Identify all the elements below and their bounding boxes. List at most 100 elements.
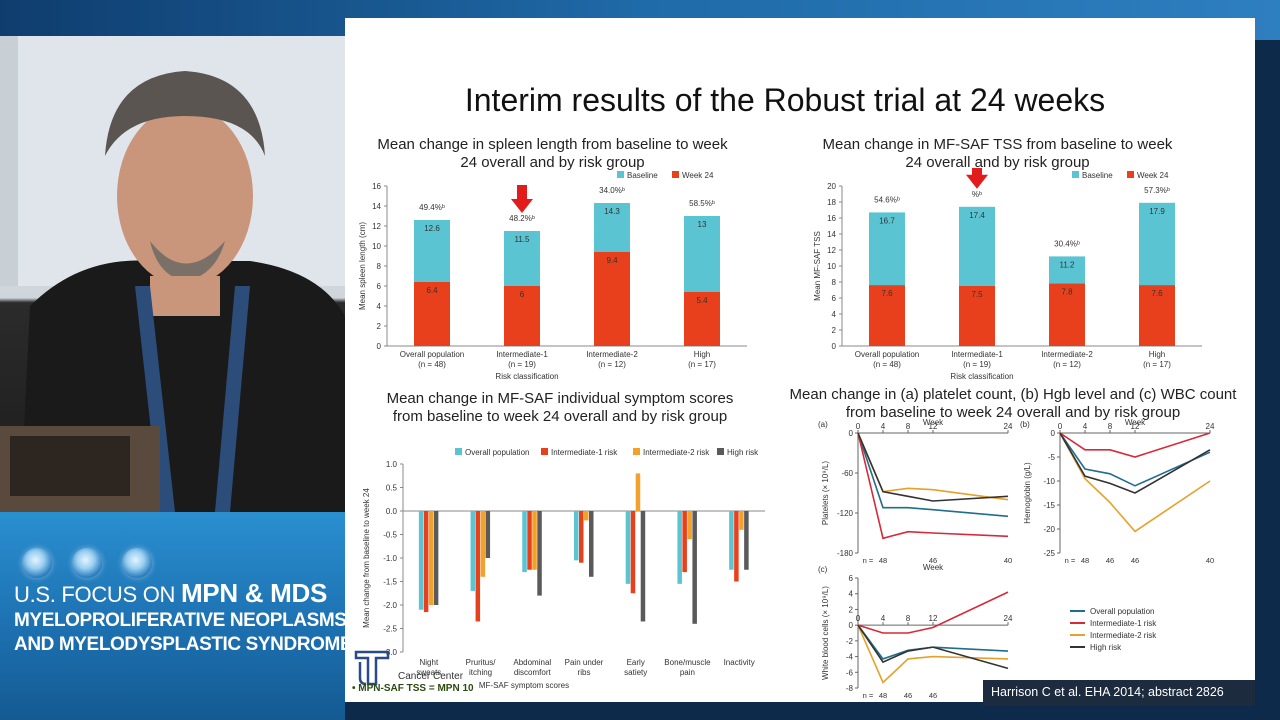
bar-week24 xyxy=(869,285,905,346)
category-label: Inactivity xyxy=(724,658,755,667)
category-count-label: (n = 48) xyxy=(873,360,901,369)
x-tick-label: 4 xyxy=(881,422,886,431)
legend-label-week24: Week 24 xyxy=(682,171,714,180)
conference-brand-panel: U.S. FOCUS ON MPN & MDS MYELOPROLIFERATI… xyxy=(0,512,365,720)
y-axis-label: Mean MF-SAF TSS xyxy=(813,231,822,301)
y-tick-label: 0.0 xyxy=(386,507,398,516)
y-tick-label: 16 xyxy=(372,182,381,191)
y-tick-label: 16 xyxy=(827,214,836,223)
data-label-baseline: 11.5 xyxy=(515,235,531,244)
brand-line-1: U.S. FOCUS ON MPN & MDS xyxy=(14,578,328,608)
y-tick-label: 18 xyxy=(827,198,836,207)
bar-intermediate-2-risk xyxy=(635,473,641,511)
n-value: 40 xyxy=(1004,556,1012,565)
category-label: High xyxy=(694,350,710,359)
data-label-week24: 7.8 xyxy=(1061,288,1073,297)
y-tick-label: -5 xyxy=(1048,453,1056,462)
brand-dot-icon xyxy=(122,548,152,578)
y-tick-label: -0.5 xyxy=(383,531,397,540)
y-axis-label: Platelets (× 10⁹/L) xyxy=(821,461,830,525)
y-tick-label: -20 xyxy=(1043,525,1055,534)
series-line-intermediate-1-risk xyxy=(1059,432,1211,458)
bar-high-risk xyxy=(692,511,697,624)
bar-high-risk xyxy=(589,511,594,577)
category-count-label: (n = 48) xyxy=(418,360,446,369)
bar-intermediate-1-risk xyxy=(475,511,481,622)
category-label: Intermediate-1 xyxy=(496,350,548,359)
slide-title: Interim results of the Robust trial at 2… xyxy=(464,82,1106,118)
n-label: n = xyxy=(863,691,874,700)
series-line-intermediate-1-risk xyxy=(857,591,1009,634)
percent-label: 49.4%ᵇ xyxy=(419,203,445,212)
x-tick-label: 4 xyxy=(881,614,886,623)
legend-label: Intermediate-2 risk xyxy=(643,448,710,457)
legend-label: High risk xyxy=(727,448,759,457)
bar-week24 xyxy=(684,292,720,346)
series-line-intermediate-2-risk xyxy=(857,432,1009,501)
x-tick-label: 8 xyxy=(906,614,911,623)
x-axis-label: Week xyxy=(923,563,944,572)
category-label: Abdominal xyxy=(513,658,551,667)
brand-dot-icon xyxy=(22,548,52,578)
data-label-week24: 6 xyxy=(520,290,525,299)
x-tick-label: 24 xyxy=(1004,422,1013,431)
bar-intermediate-2-risk xyxy=(584,511,589,521)
category-count-label: (n = 17) xyxy=(1143,360,1171,369)
bar-overall-population xyxy=(574,511,579,561)
x-tick-label: 12 xyxy=(929,614,938,623)
data-label-week24: 7.6 xyxy=(881,289,893,298)
y-tick-label: 14 xyxy=(372,202,381,211)
percent-label: 54.6%ᵇ xyxy=(874,195,900,204)
series-line-overall-population xyxy=(857,432,1009,518)
chart-spleen-length: 0 2 4 6 8 10 12 14 16 Mean spleen length (cm) 12.6… xyxy=(358,171,747,381)
legend-swatch-baseline xyxy=(617,171,624,178)
legend-label: Intermediate-1 risk xyxy=(551,448,618,457)
y-tick-label: -120 xyxy=(837,509,854,518)
y-tick-label: -1.5 xyxy=(383,578,397,587)
bar-high-risk xyxy=(640,511,646,622)
chart-mfsaf-tss: 0 2 4 6 8 10 12 14 16 18 20 Mean MF-SAF TSS 16.7 7.6 5… xyxy=(813,168,1202,381)
legend-label: Overall population xyxy=(465,448,529,457)
x-tick-label: 12 xyxy=(1131,422,1140,431)
bar-intermediate-2-risk xyxy=(428,511,434,605)
panel-label: (b) xyxy=(1020,420,1030,429)
percent-label: 48.2%ᵇ xyxy=(509,214,535,223)
y-tick-label: 10 xyxy=(372,242,381,251)
legend-swatch xyxy=(633,448,640,455)
chart-spleen-title: Mean change in spleen length from baseli… xyxy=(377,136,728,171)
y-tick-label: 10 xyxy=(827,262,836,271)
bar-intermediate-1-risk xyxy=(527,511,532,570)
y-tick-label: -1.0 xyxy=(383,554,397,563)
n-value: 46 xyxy=(929,556,937,565)
bar-intermediate-2-risk xyxy=(687,511,692,540)
category-label: Early xyxy=(627,658,645,667)
y-tick-label: 6 xyxy=(377,282,382,291)
x-axis-label: Risk classification xyxy=(950,372,1013,381)
x-tick-label: 24 xyxy=(1004,614,1013,623)
bar-intermediate-1-risk xyxy=(682,511,687,573)
data-label-baseline: 16.7 xyxy=(879,216,895,225)
y-tick-label: -2.5 xyxy=(383,625,397,634)
x-axis-label: Risk classification xyxy=(495,372,558,381)
category-label-line2: discomfort xyxy=(514,668,552,677)
x-tick-label: 0 xyxy=(1058,422,1063,431)
chart-symptom-title: Mean change in MF-SAF individual symptom… xyxy=(386,390,734,425)
category-label: Intermediate-1 xyxy=(951,350,1003,359)
y-tick-label: 0 xyxy=(1051,429,1056,438)
bar-week24 xyxy=(959,286,995,346)
category-label-line2: pain xyxy=(680,668,695,677)
percent-label: 57.3%ᵇ xyxy=(1144,186,1170,195)
bar-intermediate-2-risk xyxy=(480,511,486,577)
panel-label: (c) xyxy=(818,565,828,574)
y-tick-label: 4 xyxy=(849,590,854,599)
series-line-high-risk xyxy=(857,432,1009,502)
bar-week24 xyxy=(414,282,450,346)
n-value: 46 xyxy=(904,691,912,700)
y-tick-label: -6 xyxy=(846,668,854,677)
red-down-arrow-icon xyxy=(966,168,988,189)
x-tick-label: 4 xyxy=(1083,422,1088,431)
bar-high-risk xyxy=(744,511,749,570)
category-label-line2: itching xyxy=(469,668,492,677)
y-tick-label: 4 xyxy=(377,302,382,311)
